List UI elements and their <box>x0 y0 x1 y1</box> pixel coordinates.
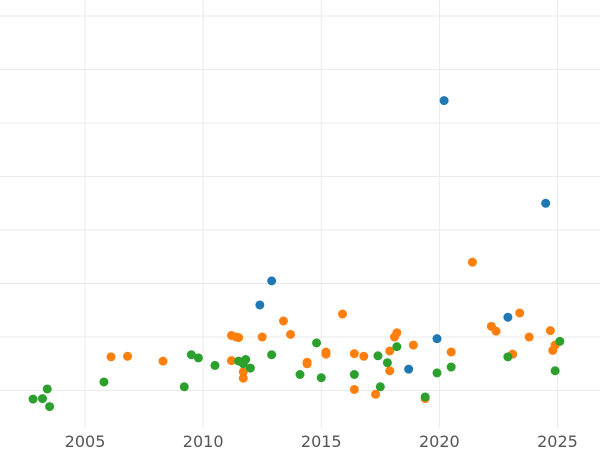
data-point <box>524 332 534 342</box>
data-point <box>420 392 430 402</box>
data-point <box>338 309 348 319</box>
data-point <box>439 96 449 106</box>
data-point <box>432 368 442 378</box>
data-point <box>255 300 265 310</box>
data-point <box>302 357 312 367</box>
data-point <box>555 336 565 346</box>
data-point <box>238 367 248 377</box>
data-point <box>382 358 392 368</box>
data-point <box>541 198 551 208</box>
data-point <box>312 338 322 348</box>
x-axis-ticks: 2005 2010 2015 2020 2025 <box>65 432 578 450</box>
data-point <box>349 370 359 379</box>
data-point <box>245 363 255 373</box>
data-point <box>321 347 331 357</box>
data-point <box>106 352 116 362</box>
data-point <box>392 328 402 338</box>
data-point <box>548 345 558 355</box>
data-point <box>238 373 248 383</box>
data-point <box>158 356 168 366</box>
data-point <box>385 346 395 356</box>
data-point <box>316 373 326 383</box>
data-point <box>38 394 48 404</box>
data-point <box>123 351 133 361</box>
data-point <box>267 276 277 286</box>
data-point <box>193 353 203 363</box>
x-tick-label: 2025 <box>537 432 578 450</box>
data-point <box>432 334 442 344</box>
data-point <box>408 340 418 350</box>
data-point <box>467 257 477 267</box>
data-point <box>371 389 381 399</box>
data-point <box>238 359 248 369</box>
data-point <box>503 312 513 322</box>
data-point <box>42 384 52 394</box>
data-point <box>267 350 277 360</box>
data-point <box>349 349 359 359</box>
data-point <box>503 352 513 362</box>
data-point <box>295 370 305 379</box>
data-point <box>359 351 369 361</box>
data-point <box>550 366 560 376</box>
data-point <box>349 384 359 394</box>
data-point <box>404 364 414 374</box>
data-point <box>186 350 196 360</box>
data-point <box>545 326 555 336</box>
data-point <box>286 329 296 339</box>
x-tick-label: 2020 <box>419 432 460 450</box>
data-point <box>257 332 267 342</box>
data-point <box>373 351 383 361</box>
data-point <box>392 342 402 352</box>
data-points <box>28 96 565 412</box>
data-point <box>446 347 456 357</box>
data-point <box>179 382 189 392</box>
data-point <box>375 382 385 392</box>
data-point <box>99 377 109 387</box>
data-point <box>385 366 395 376</box>
data-point <box>210 360 220 370</box>
data-point <box>45 402 55 412</box>
data-point <box>446 362 456 372</box>
data-point <box>226 356 236 366</box>
x-tick-label: 2010 <box>183 432 224 450</box>
data-point <box>491 326 501 336</box>
data-point <box>28 394 38 404</box>
data-point <box>515 308 525 318</box>
grid <box>0 0 600 428</box>
x-tick-label: 2015 <box>301 432 342 450</box>
data-point <box>234 333 244 343</box>
data-point <box>278 316 288 326</box>
x-tick-label: 2005 <box>65 432 106 450</box>
